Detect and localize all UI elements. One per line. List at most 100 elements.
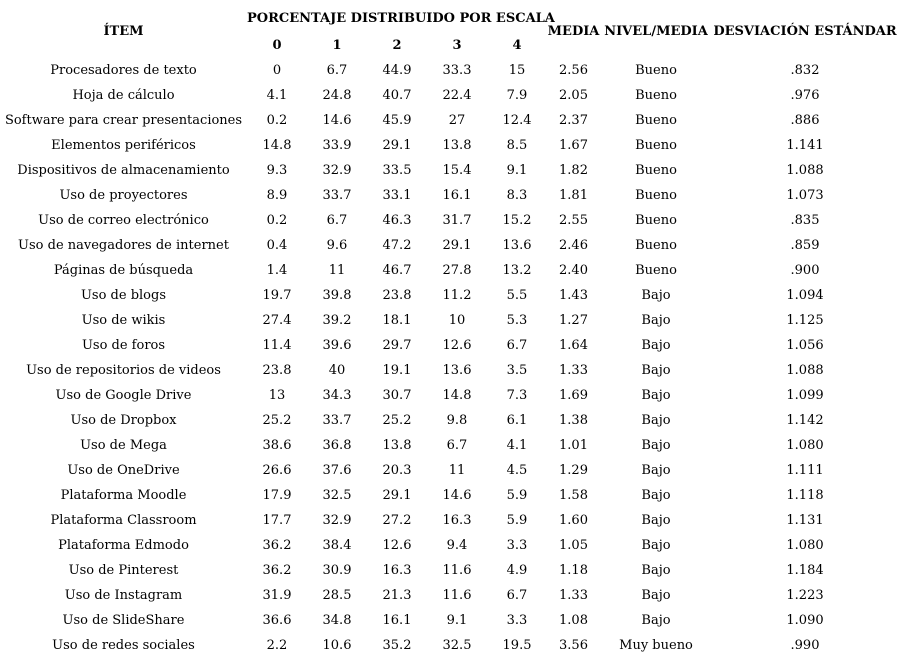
- scale-1-cell: 37.6: [322, 463, 352, 478]
- item-cell: Uso de Dropbox: [70, 413, 177, 428]
- scale-0-cell: 0.4: [266, 238, 288, 253]
- table-row: Uso de repositorios de videos 23.8 40 19…: [0, 358, 898, 383]
- media-cell: 1.33: [559, 588, 588, 603]
- item-cell: Uso de Mega: [80, 438, 167, 453]
- scale-0-cell: 17.9: [262, 488, 292, 503]
- scale-4-cell: 8.5: [506, 138, 528, 153]
- scale-2-cell: 45.9: [382, 113, 412, 128]
- scale-2-cell: 46.7: [382, 263, 412, 278]
- scale-3-cell: 9.8: [446, 413, 468, 428]
- nivel-cell: Bueno: [635, 88, 677, 103]
- scale-1-cell: 6.7: [326, 63, 348, 78]
- scale-1-cell: 33.9: [322, 138, 352, 153]
- scale-4-cell: 4.9: [506, 563, 528, 578]
- table-row: Uso de proyectores 8.9 33.7 33.1 16.1 8.…: [0, 183, 898, 208]
- scale-4-cell: 3.3: [506, 538, 528, 553]
- scale-3-cell: 13.6: [442, 363, 472, 378]
- scale-3-cell: 9.1: [446, 613, 468, 628]
- table-row: Plataforma Classroom 17.7 32.9 27.2 16.3…: [0, 508, 898, 533]
- scale-0-cell: 14.8: [262, 138, 292, 153]
- table-body: Procesadores de texto 0 6.7 44.9 33.3 15…: [0, 58, 898, 658]
- scale-0-cell: 27.4: [262, 313, 292, 328]
- scale-0-cell: 36.6: [262, 613, 292, 628]
- scale-2-cell: 33.1: [382, 188, 412, 203]
- scale-4-cell: 5.3: [506, 313, 528, 328]
- desviacion-cell: 1.080: [786, 538, 824, 553]
- scale-2-cell: 16.1: [382, 613, 412, 628]
- scale-1-cell: 39.8: [322, 288, 352, 303]
- table-header: ÍTEM PORCENTAJE DISTRIBUIDO POR ESCALA M…: [0, 4, 898, 58]
- scale-0-cell: 0.2: [266, 113, 288, 128]
- col-header-desviacion: DESVIACIÓN ESTÁNDAR: [713, 23, 897, 39]
- item-cell: Uso de OneDrive: [67, 463, 180, 478]
- scale-2-cell: 23.8: [382, 288, 412, 303]
- scale-1-cell: 38.4: [322, 538, 352, 553]
- scale-0-cell: 36.2: [262, 563, 292, 578]
- scale-3-cell: 22.4: [442, 88, 472, 103]
- scale-1-cell: 9.6: [326, 238, 348, 253]
- item-cell: Uso de foros: [81, 338, 166, 353]
- item-cell: Plataforma Classroom: [50, 513, 197, 528]
- scale-3-cell: 33.3: [442, 63, 472, 78]
- desviacion-cell: .976: [790, 88, 820, 103]
- desviacion-cell: .990: [790, 638, 820, 653]
- desviacion-cell: 1.141: [786, 138, 824, 153]
- scale-0-cell: 2.2: [266, 638, 288, 653]
- item-cell: Dispositivos de almacenamiento: [17, 163, 230, 178]
- table-row: Uso de Pinterest 36.2 30.9 16.3 11.6 4.9…: [0, 558, 898, 583]
- item-cell: Hoja de cálculo: [72, 88, 175, 103]
- desviacion-cell: 1.080: [786, 438, 824, 453]
- desviacion-cell: 1.223: [786, 588, 824, 603]
- table-row: Uso de blogs 19.7 39.8 23.8 11.2 5.5 1.4…: [0, 283, 898, 308]
- table-row: Software para crear presentaciones 0.2 1…: [0, 108, 898, 133]
- col-header-nivel: NIVEL/MEDIA: [604, 23, 708, 39]
- desviacion-cell: .832: [790, 63, 820, 78]
- table-row: Uso de Instagram 31.9 28.5 21.3 11.6 6.7…: [0, 583, 898, 608]
- desviacion-cell: 1.142: [786, 413, 824, 428]
- scale-4-cell: 7.9: [506, 88, 528, 103]
- scale-3-cell: 11.6: [442, 563, 472, 578]
- item-cell: Elementos periféricos: [51, 138, 196, 153]
- scale-2-cell: 18.1: [382, 313, 412, 328]
- scale-4-cell: 6.1: [506, 413, 528, 428]
- scale-4-cell: 3.3: [506, 613, 528, 628]
- media-cell: 2.56: [559, 63, 588, 78]
- item-cell: Uso de navegadores de internet: [18, 238, 229, 253]
- nivel-cell: Bajo: [641, 313, 671, 328]
- scale-4-cell: 5.9: [506, 488, 528, 503]
- media-cell: 2.40: [559, 263, 588, 278]
- statistics-table: ÍTEM PORCENTAJE DISTRIBUIDO POR ESCALA M…: [0, 4, 898, 658]
- scale-2-cell: 29.1: [382, 138, 412, 153]
- item-cell: Uso de blogs: [80, 288, 167, 303]
- media-cell: 1.58: [559, 488, 588, 503]
- desviacion-cell: .900: [790, 263, 820, 278]
- table-row: Plataforma Moodle 17.9 32.5 29.1 14.6 5.…: [0, 483, 898, 508]
- item-cell: Uso de redes sociales: [52, 638, 195, 653]
- nivel-cell: Bajo: [641, 488, 671, 503]
- desviacion-cell: 1.131: [786, 513, 824, 528]
- scale-3-cell: 11.2: [442, 288, 472, 303]
- scale-0-cell: 0: [272, 63, 282, 78]
- table-row: Uso de Dropbox 25.2 33.7 25.2 9.8 6.1 1.…: [0, 408, 898, 433]
- item-cell: Uso de SlideShare: [62, 613, 185, 628]
- desviacion-cell: 1.090: [786, 613, 824, 628]
- desviacion-cell: 1.184: [786, 563, 824, 578]
- scale-0-cell: 19.7: [262, 288, 292, 303]
- media-cell: 1.18: [559, 563, 588, 578]
- item-cell: Procesadores de texto: [50, 63, 197, 78]
- table-row: Elementos periféricos 14.8 33.9 29.1 13.…: [0, 133, 898, 158]
- item-cell: Uso de correo electrónico: [38, 213, 209, 228]
- nivel-cell: Bajo: [641, 563, 671, 578]
- scale-2-cell: 30.7: [382, 388, 412, 403]
- scale-col-header-2: 2: [392, 37, 402, 53]
- col-header-media: MEDIA: [547, 23, 600, 39]
- media-cell: 2.37: [559, 113, 588, 128]
- desviacion-cell: 1.056: [786, 338, 824, 353]
- scale-1-cell: 10.6: [322, 638, 352, 653]
- scale-3-cell: 16.1: [442, 188, 472, 203]
- scale-3-cell: 27: [448, 113, 466, 128]
- scale-0-cell: 31.9: [262, 588, 292, 603]
- scale-1-cell: 32.9: [322, 513, 352, 528]
- desviacion-cell: 1.118: [786, 488, 824, 503]
